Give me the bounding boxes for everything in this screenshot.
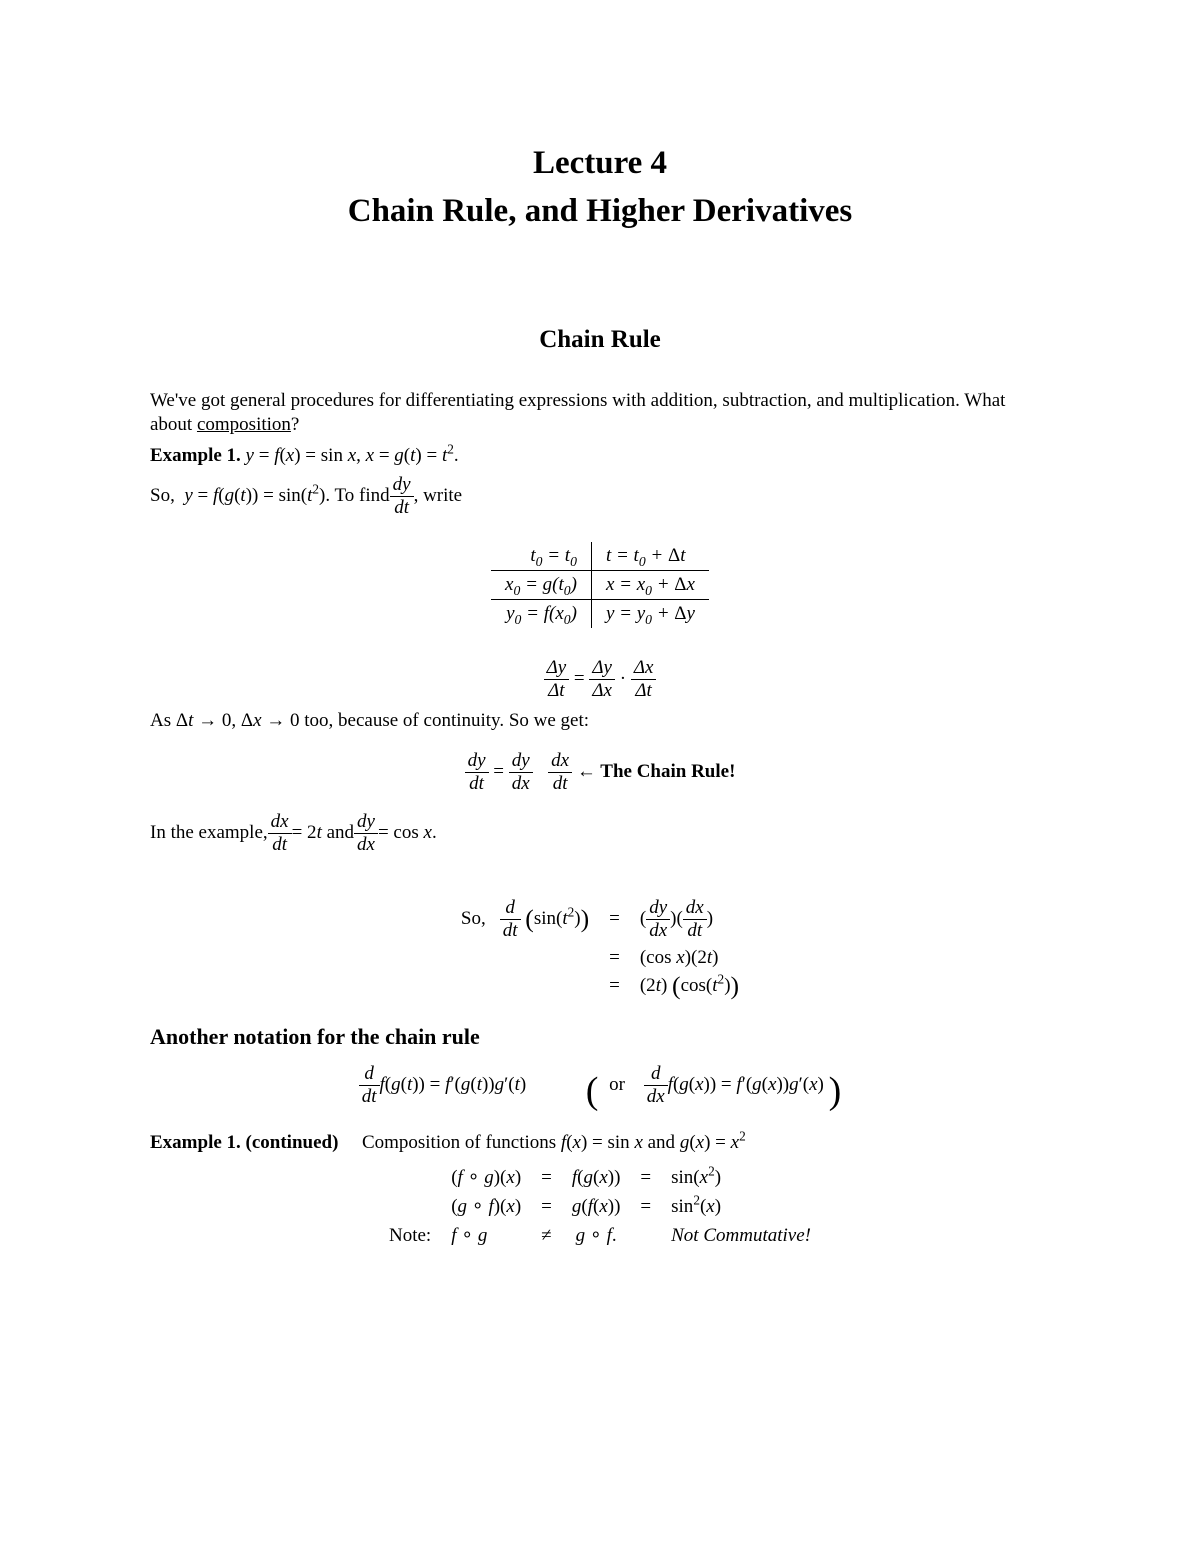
ct-r2c1: (g ∘ f)(x) bbox=[441, 1192, 531, 1221]
intro-paragraph: We've got general procedures for differe… bbox=[150, 389, 1050, 438]
composition-table: (f ∘ g)(x) = f(g(x)) = sin(x2) (g ∘ f)(x… bbox=[379, 1163, 821, 1250]
in-example-eq1: = 2t and bbox=[292, 821, 354, 846]
ct-r1c3: f(g(x)) bbox=[562, 1163, 631, 1192]
so-lhs: ddt (sin(t2)) bbox=[500, 908, 589, 929]
dydx-num: dy bbox=[354, 812, 378, 834]
dydx-den: dx bbox=[354, 834, 378, 855]
document-page: Lecture 4 Chain Rule, and Higher Derivat… bbox=[0, 0, 1200, 1553]
substitution-table: t0 = t0 t = t0 + Δt x0 = g(t0) x = x0 + … bbox=[491, 542, 709, 628]
dy-dt-frac: dydt bbox=[390, 475, 414, 518]
example-1-so: So, y = f(g(t)) = sin(t2). To find dydt … bbox=[150, 475, 1050, 518]
table-r3c1: y0 = f(x0) bbox=[491, 599, 591, 628]
chain-rule-annot: ← The Chain Rule! bbox=[577, 761, 736, 782]
delta-r-num: Δx bbox=[631, 658, 657, 680]
example-1-defn: y = f(x) = sin x, x = g(t) = t2. bbox=[246, 445, 459, 466]
title-line-2: Chain Rule, and Higher Derivatives bbox=[150, 188, 1050, 236]
example-1-cont: Example 1. (continued) Composition of fu… bbox=[150, 1131, 1050, 1156]
example-1-label: Example 1. bbox=[150, 445, 241, 466]
intro-text-c: ? bbox=[291, 414, 299, 435]
dxdt-den: dt bbox=[268, 834, 292, 855]
so-r3: (2t) (cos(t2)) bbox=[630, 972, 749, 1000]
cr-lhs-den: dt bbox=[465, 773, 489, 794]
another-notation-heading: Another notation for the chain rule bbox=[150, 1024, 1050, 1050]
ct-r3c5: Not Commutative! bbox=[661, 1221, 821, 1250]
example-1-line: Example 1. y = f(x) = sin x, x = g(t) = … bbox=[150, 444, 1050, 469]
so-derivation: So,ddt (sin(t2)) = (dydx)(dxdt) = (cos x… bbox=[451, 895, 749, 1000]
ct-r2c5: sin2(x) bbox=[661, 1192, 821, 1221]
table-r2c2: x = x0 + Δx bbox=[591, 570, 709, 599]
title-block: Lecture 4 Chain Rule, and Higher Derivat… bbox=[150, 140, 1050, 236]
delta-lhs-num: Δy bbox=[544, 658, 570, 680]
example-1-cont-text: Composition of functions f(x) = sin x an… bbox=[362, 1132, 746, 1153]
in-example-line: In the example, dxdt = 2t and dydx = cos… bbox=[150, 812, 1050, 855]
delta-m-num: Δy bbox=[589, 658, 615, 680]
so-r1: (dydx)(dxdt) bbox=[630, 895, 749, 944]
example-1-cont-label: Example 1. (continued) bbox=[150, 1132, 338, 1153]
ct-r2c4: = bbox=[630, 1192, 661, 1221]
an-eq-or: or bbox=[609, 1074, 625, 1095]
delta-m-den: Δx bbox=[589, 680, 615, 701]
ct-r3c2: ≠ bbox=[531, 1221, 562, 1250]
table-r1c1: t0 = t0 bbox=[491, 542, 591, 571]
in-example-eq2: = cos x. bbox=[378, 821, 437, 846]
in-example-a: In the example, bbox=[150, 821, 268, 846]
cr-m-den: dx bbox=[509, 773, 533, 794]
so-r2: (cos x)(2t) bbox=[630, 944, 749, 972]
delta-lhs-den: Δt bbox=[544, 680, 570, 701]
another-notation-eq: ddtf(g(t)) = f′(g(t))g′(t) ( or ddxf(g(x… bbox=[150, 1064, 1050, 1107]
ct-r3c0: Note: bbox=[379, 1221, 441, 1250]
ct-r3c1: f ∘ g bbox=[441, 1221, 531, 1250]
delta-equation: ΔyΔt = ΔyΔx · ΔxΔt bbox=[150, 658, 1050, 701]
ct-r1c5: sin(x2) bbox=[661, 1163, 821, 1192]
ct-r1c1: (f ∘ g)(x) bbox=[441, 1163, 531, 1192]
so-lead: So, bbox=[461, 908, 486, 929]
ct-r2c2: = bbox=[531, 1192, 562, 1221]
cr-m-num: dy bbox=[509, 751, 533, 773]
table-r3c2: y = y0 + Δy bbox=[591, 599, 709, 628]
table-r2c1: x0 = g(t0) bbox=[491, 570, 591, 599]
an-eq-lhs: ddtf(g(t)) = f′(g(t))g′(t) bbox=[359, 1074, 527, 1095]
ct-r3c3: g ∘ f. bbox=[562, 1221, 631, 1250]
delta-r-den: Δt bbox=[631, 680, 657, 701]
cr-r-den: dt bbox=[548, 773, 572, 794]
chain-rule-equation: dydt = dydx dxdt ← The Chain Rule! bbox=[150, 751, 1050, 794]
title-line-1: Lecture 4 bbox=[150, 140, 1050, 188]
intro-text-underline: composition bbox=[197, 414, 291, 435]
cr-r-num: dx bbox=[548, 751, 572, 773]
table-r1c2: t = t0 + Δt bbox=[591, 542, 709, 571]
example-1-so-b: , write bbox=[414, 484, 463, 509]
ct-r2c3: g(f(x)) bbox=[562, 1192, 631, 1221]
section-heading: Chain Rule bbox=[150, 326, 1050, 354]
dxdt-num: dx bbox=[268, 812, 292, 834]
example-1-so-a: So, y = f(g(t)) = sin(t2). To find bbox=[150, 484, 390, 509]
continuity-line: As Δt → 0, Δx → 0 too, because of contin… bbox=[150, 709, 1050, 734]
cr-lhs-num: dy bbox=[465, 751, 489, 773]
ct-r1c2: = bbox=[531, 1163, 562, 1192]
an-eq-rhs: ddxf(g(x)) = f′(g(x))g′(x) bbox=[644, 1074, 824, 1095]
ct-r1c4: = bbox=[630, 1163, 661, 1192]
